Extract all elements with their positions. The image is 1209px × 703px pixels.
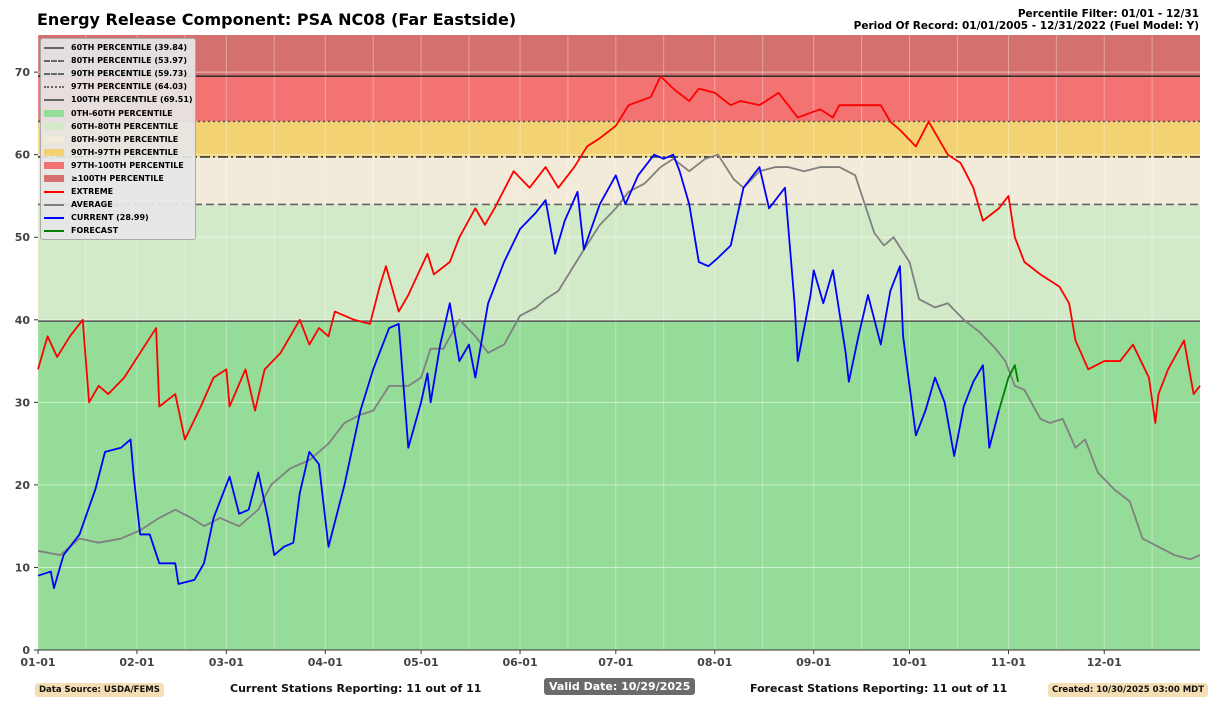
series-average [37, 153, 1201, 561]
legend-label: 90TH PERCENTILE (59.73) [71, 69, 187, 79]
legend-label: 97TH PERCENTILE (64.03) [71, 82, 187, 92]
legend-label: AVERAGE [71, 200, 113, 210]
y-tick-label: 60 [15, 149, 31, 162]
y-tick-label: 20 [15, 479, 31, 492]
legend-label: ≥100TH PERCENTILE [71, 173, 164, 183]
legend-item: FORECAST [41, 224, 195, 237]
legend-label: 60TH PERCENTILE (39.84) [71, 43, 187, 53]
legend-label: 80TH PERCENTILE (53.97) [71, 56, 187, 66]
y-tick-label: 0 [22, 644, 30, 657]
x-tick-label: 07-01 [598, 656, 633, 669]
legend-item: AVERAGE [41, 198, 195, 211]
x-tick-label: 02-01 [119, 656, 154, 669]
legend-label: 0TH-60TH PERCENTILE [71, 108, 173, 118]
legend-swatch [44, 59, 64, 62]
legend-item: 90TH PERCENTILE (59.73) [41, 67, 195, 80]
legend-swatch [44, 135, 64, 143]
legend-item: CURRENT (28.99) [41, 211, 195, 224]
series-forecast [998, 364, 1019, 411]
percentile-band [38, 204, 1200, 322]
current-stations: Current Stations Reporting: 11 out of 11 [230, 682, 482, 695]
x-tick-label: 03-01 [209, 656, 244, 669]
percentile-band [38, 156, 1200, 205]
legend-swatch [44, 122, 64, 130]
x-tick-label: 06-01 [502, 656, 537, 669]
y-tick-label: 30 [15, 396, 31, 409]
forecast-stations: Forecast Stations Reporting: 11 out of 1… [750, 682, 1008, 695]
legend-swatch [44, 190, 64, 193]
x-tick-label: 10-01 [892, 656, 927, 669]
legend-item: 80TH-90TH PERCENTILE [41, 133, 195, 146]
legend-item: 97TH PERCENTILE (64.03) [41, 80, 195, 93]
legend-swatch [44, 229, 64, 232]
percentile-band [38, 321, 1200, 650]
series-current [37, 153, 1000, 589]
y-tick-label: 10 [15, 561, 31, 574]
legend-swatch [44, 174, 64, 182]
legend-item: 0TH-60TH PERCENTILE [41, 106, 195, 119]
x-tick-label: 11-01 [991, 656, 1026, 669]
legend-label: EXTREME [71, 187, 114, 197]
legend-swatch [44, 148, 64, 156]
legend-item: 97TH-100TH PERCENTILE [41, 159, 195, 172]
y-tick-label: 40 [15, 314, 31, 327]
legend-label: 100TH PERCENTILE (69.51) [71, 95, 193, 105]
legend-label: CURRENT (28.99) [71, 213, 149, 223]
legend-item: ≥100TH PERCENTILE [41, 172, 195, 185]
y-tick-label: 70 [15, 66, 31, 79]
data-source-badge: Data Source: USDA/FEMS [35, 683, 164, 697]
valid-date-badge: Valid Date: 10/29/2025 [544, 678, 696, 695]
legend-swatch [44, 216, 64, 219]
legend-label: 97TH-100TH PERCENTILE [71, 160, 184, 170]
legend-swatch [44, 161, 64, 169]
legend-item: 60TH PERCENTILE (39.84) [41, 41, 195, 54]
legend-swatch [44, 72, 64, 75]
percentile-band [38, 76, 1200, 122]
period-of-record: Period Of Record: 01/01/2005 - 12/31/202… [853, 20, 1199, 32]
percentile-band [38, 35, 1200, 77]
legend-swatch [44, 46, 64, 49]
x-tick-label: 05-01 [403, 656, 438, 669]
legend-swatch [44, 203, 64, 206]
legend: 60TH PERCENTILE (39.84) 80TH PERCENTILE (… [40, 38, 196, 241]
legend-label: 90TH-97TH PERCENTILE [71, 147, 179, 157]
legend-swatch [44, 109, 64, 117]
legend-item: 90TH-97TH PERCENTILE [41, 146, 195, 159]
legend-item: 80TH PERCENTILE (53.97) [41, 54, 195, 67]
series-extreme [37, 75, 1201, 441]
x-tick-label: 12-01 [1087, 656, 1122, 669]
x-tick-label: 04-01 [308, 656, 343, 669]
y-tick-label: 50 [15, 231, 31, 244]
created-badge: Created: 10/30/2025 03:00 MDT [1048, 683, 1209, 697]
legend-swatch [44, 85, 64, 88]
x-tick-label: 08-01 [697, 656, 732, 669]
legend-item: EXTREME [41, 185, 195, 198]
legend-swatch [44, 98, 64, 101]
percentile-filter: Percentile Filter: 01/01 - 12/31 [1017, 8, 1199, 20]
legend-label: FORECAST [71, 226, 119, 236]
legend-label: 60TH-80TH PERCENTILE [71, 121, 179, 131]
legend-item: 60TH-80TH PERCENTILE [41, 120, 195, 133]
percentile-band [38, 121, 1200, 157]
x-tick-label: 09-01 [796, 656, 831, 669]
legend-item: 100TH PERCENTILE (69.51) [41, 93, 195, 106]
x-tick-label: 01-01 [20, 656, 55, 669]
chart-title: Energy Release Component: PSA NC08 (Far … [37, 10, 517, 29]
legend-label: 80TH-90TH PERCENTILE [71, 134, 179, 144]
